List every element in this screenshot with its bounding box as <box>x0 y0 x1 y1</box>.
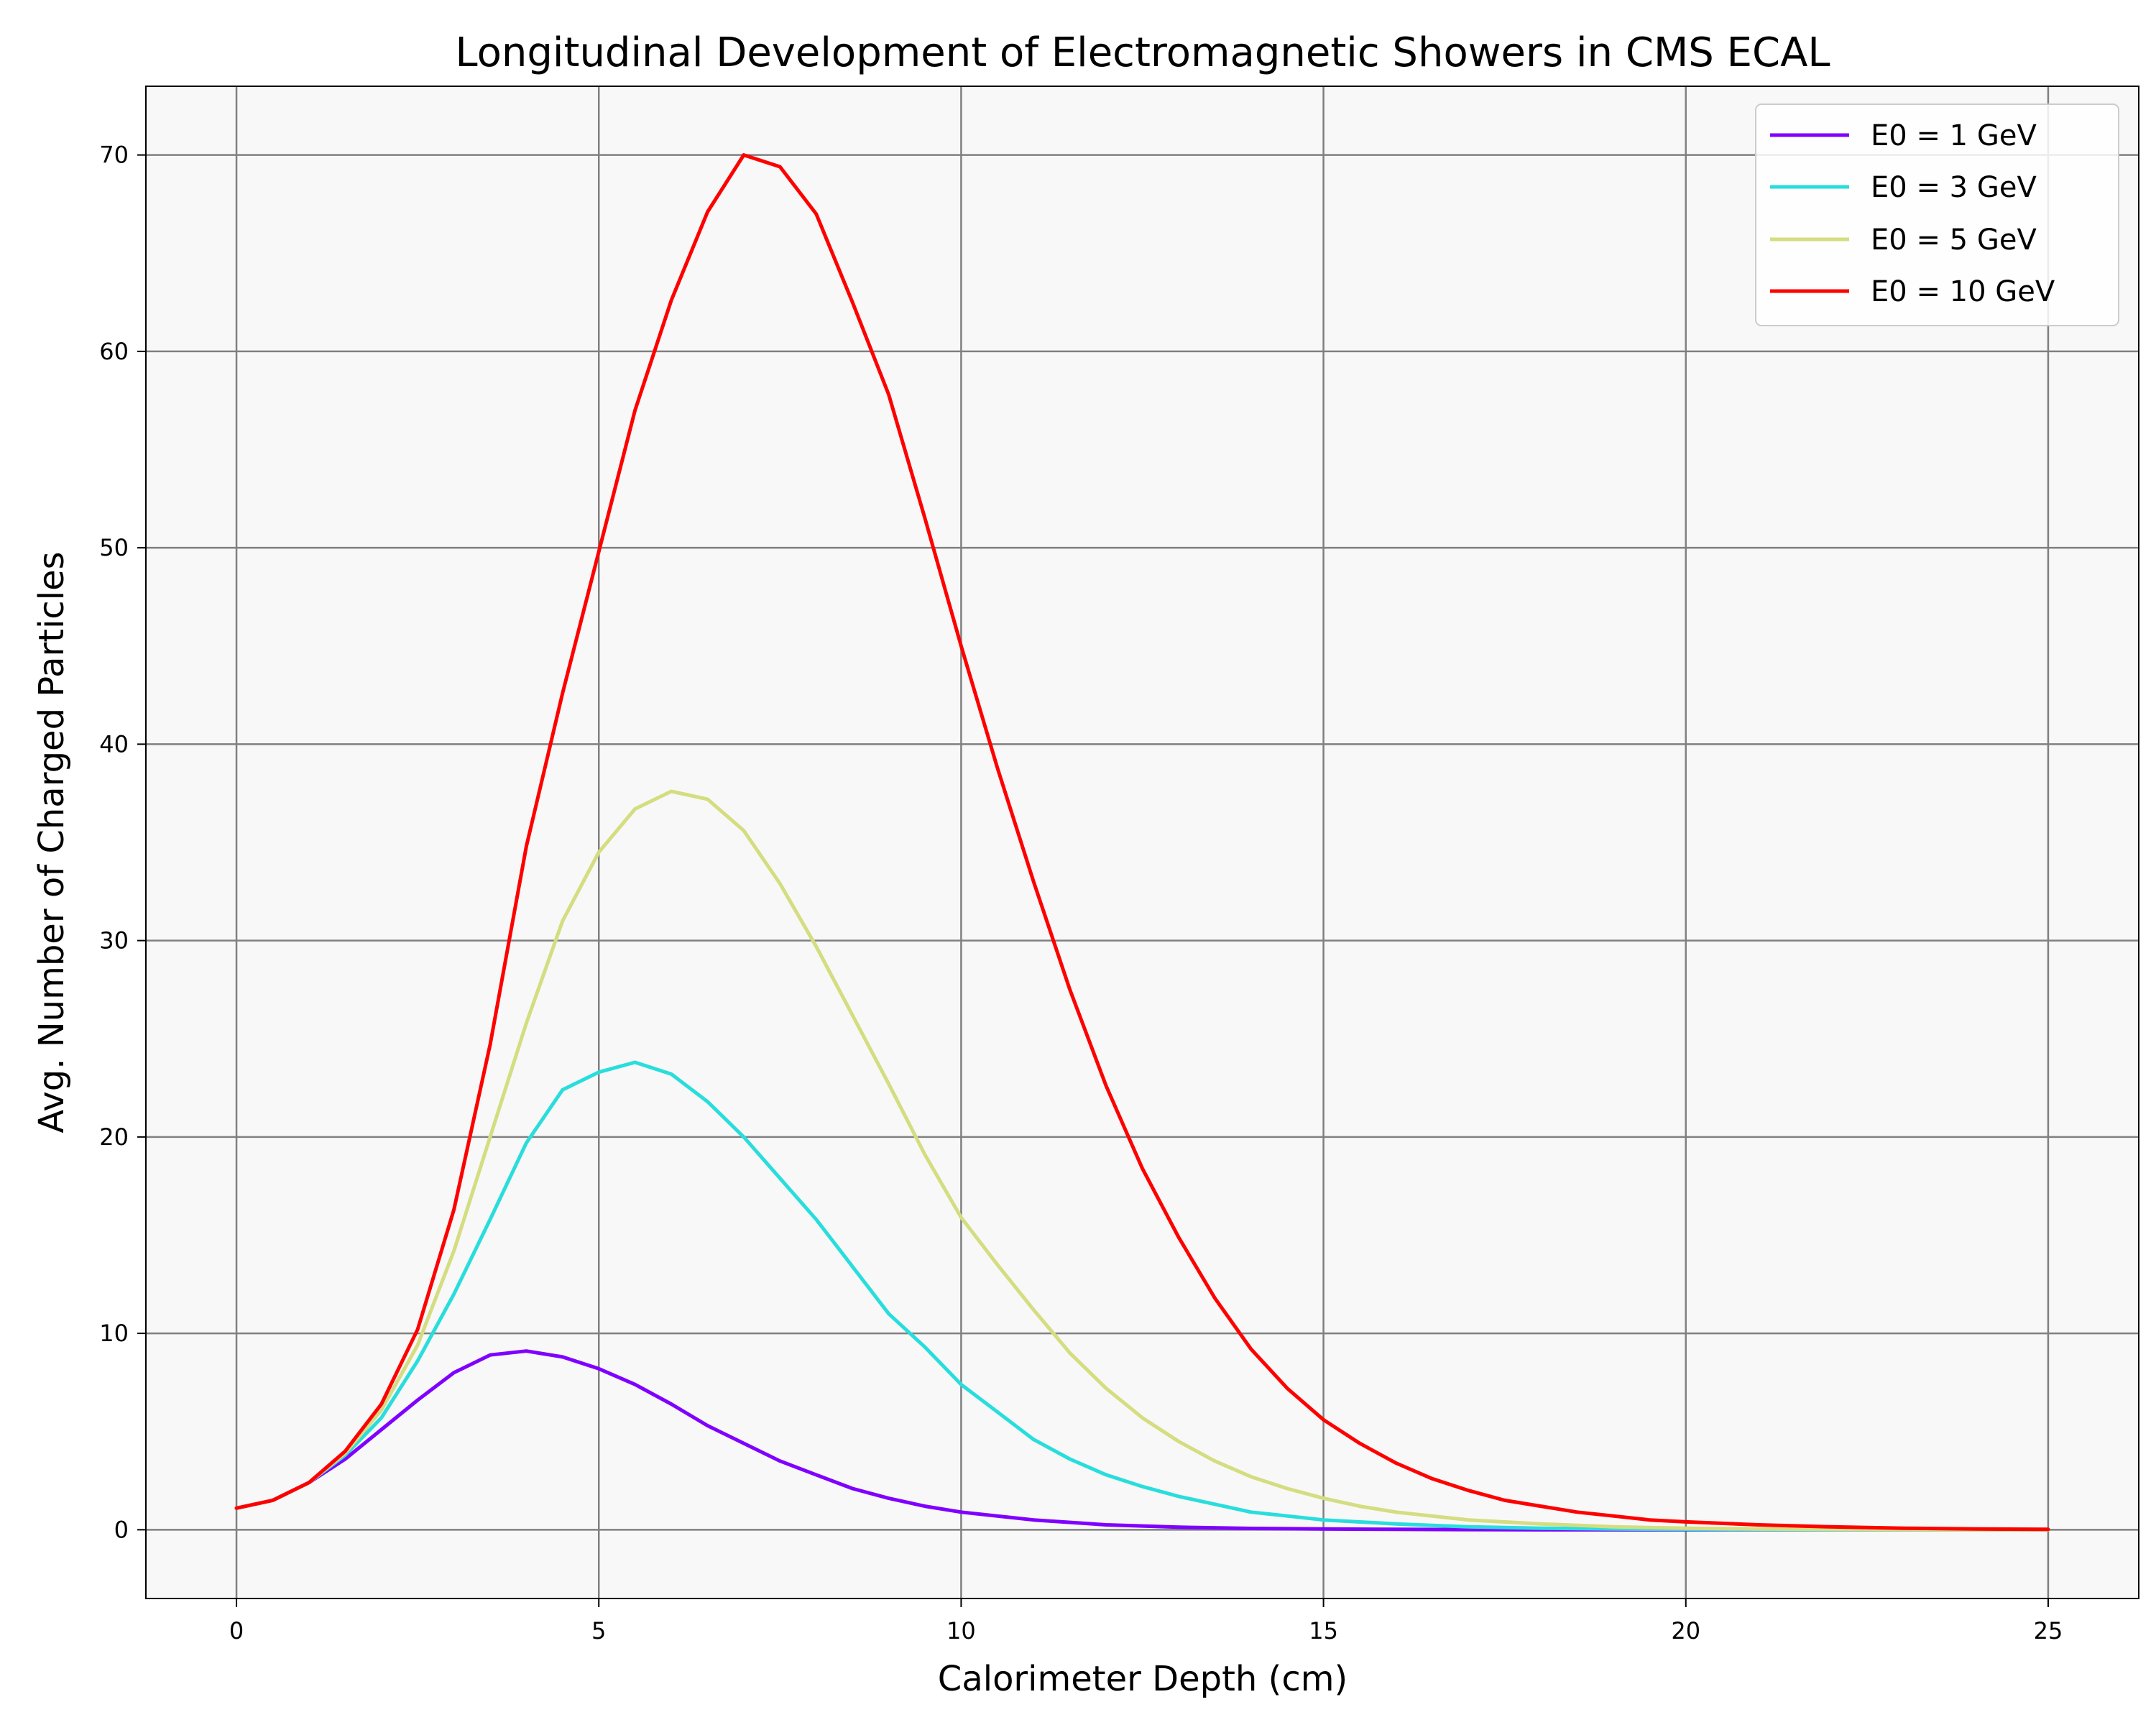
y-axis-ticks: 0 10 20 30 40 50 60 70 <box>99 142 146 1543</box>
x-tick-label: 10 <box>946 1617 976 1644</box>
legend-box <box>1755 104 2119 326</box>
y-axis-label: Avg. Number of Charged Particles <box>32 551 72 1133</box>
y-tick-label: 20 <box>99 1123 129 1151</box>
grid <box>146 86 2139 1598</box>
y-tick-label: 40 <box>99 730 129 758</box>
legend-label-10gev: E0 = 10 GeV <box>1871 275 2055 308</box>
x-axis-label: Calorimeter Depth (cm) <box>938 1659 1348 1699</box>
legend: E0 = 1 GeV E0 = 3 GeV E0 = 5 GeV E0 = 10… <box>1755 104 2119 326</box>
x-tick-label: 20 <box>1671 1617 1700 1644</box>
y-tick-label: 0 <box>114 1516 129 1543</box>
plot-background <box>146 86 2139 1598</box>
x-tick-label: 25 <box>2034 1617 2063 1644</box>
x-tick-label: 0 <box>229 1617 244 1644</box>
x-tick-label: 5 <box>591 1617 606 1644</box>
y-tick-label: 70 <box>99 142 129 169</box>
legend-label-5gev: E0 = 5 GeV <box>1871 224 2037 257</box>
y-tick-label: 60 <box>99 338 129 365</box>
legend-label-1gev: E0 = 1 GeV <box>1871 119 2037 152</box>
x-tick-label: 15 <box>1309 1617 1338 1644</box>
plot-frame <box>145 86 2139 1599</box>
y-tick-label: 50 <box>99 534 129 561</box>
chart-title: Longitudinal Development of Electromagne… <box>455 29 1830 76</box>
y-tick-label: 10 <box>99 1320 129 1347</box>
x-axis-ticks: 0 5 10 15 20 25 <box>229 1598 2063 1644</box>
series-line-2 <box>234 789 2050 1532</box>
series-line-3 <box>234 153 2050 1532</box>
y-tick-label: 30 <box>99 927 129 954</box>
legend-label-3gev: E0 = 3 GeV <box>1871 171 2037 204</box>
series-line-1 <box>234 1060 2050 1532</box>
series-lines <box>234 153 2050 1532</box>
